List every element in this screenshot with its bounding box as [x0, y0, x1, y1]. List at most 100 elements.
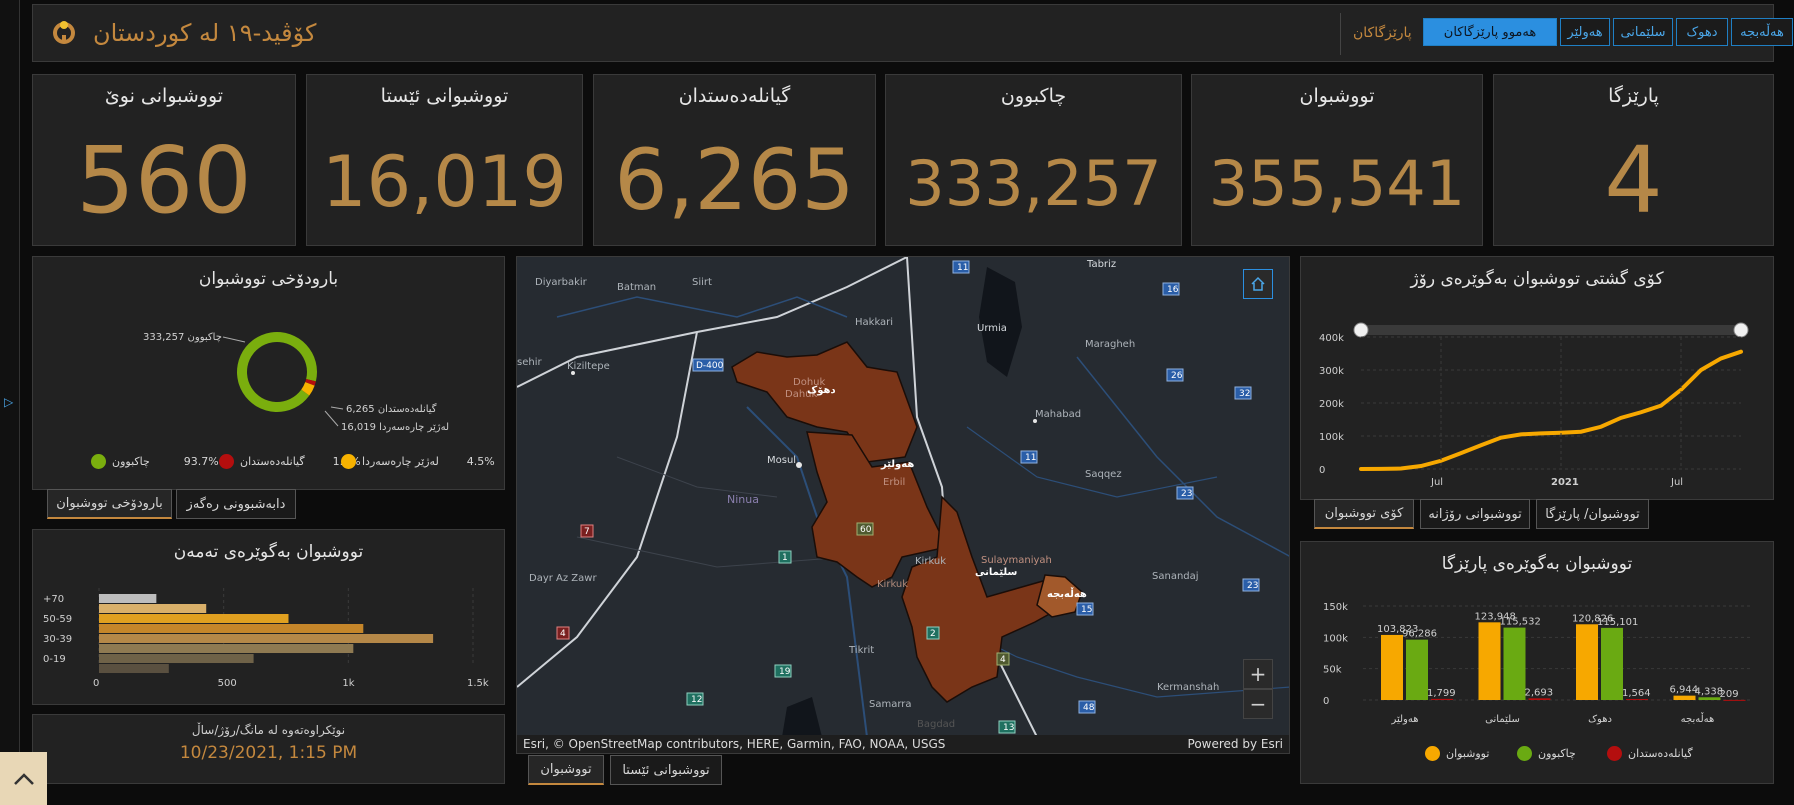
map-canvas[interactable]: Diyarbakir Batman Siirt Hakkari Tabriz U… — [517, 257, 1290, 738]
map-label-maragheh: Maragheh — [1085, 339, 1135, 350]
road-shield: 12 — [691, 695, 702, 705]
indicator-title: چاکبوون — [1000, 85, 1067, 107]
donut-slice[interactable] — [305, 378, 316, 386]
zoom-out-button[interactable]: − — [1243, 689, 1273, 719]
tab-map-active-cases[interactable]: تووشبوانی ئێستا — [610, 755, 722, 785]
indicator-title: تووشبوانی ئێستا — [380, 85, 509, 107]
last-updated-label: نوێکراوەتەوە لە مانگ/رۆژ/ساڵ — [191, 723, 346, 737]
age-bar[interactable] — [99, 604, 207, 613]
tab-map-cases[interactable]: تووشبوان — [528, 755, 604, 785]
page-title: کۆڤید-١٩ لە کوردستان — [93, 19, 317, 47]
panel-title: کۆی گشتی تووشبوان بەگوێرەی رۆژ — [1410, 269, 1664, 289]
province-bar[interactable] — [1673, 695, 1696, 700]
case-status-donut-chart: چاکبوون 333,257 6,265 گیانلەدەستدان 16,0… — [143, 332, 449, 433]
province-bar[interactable] — [1698, 697, 1721, 700]
age-bar[interactable] — [99, 654, 254, 663]
province-bar[interactable] — [1723, 699, 1746, 701]
x-tick-label: 2021 — [1551, 477, 1579, 488]
zoom-in-button[interactable]: + — [1243, 659, 1273, 689]
age-bar[interactable] — [99, 634, 434, 643]
bar-data-label: 115,101 — [1597, 617, 1638, 628]
province-bar[interactable] — [1478, 622, 1501, 700]
road-shield: 23 — [1247, 581, 1258, 591]
province-bar[interactable] — [1406, 639, 1428, 700]
powered-by-esri[interactable]: Powered by Esri — [1187, 737, 1283, 751]
tab-total-cases[interactable]: کۆی تووشبوان — [1314, 499, 1414, 529]
kurdistan-map[interactable]: Diyarbakir Batman Siirt Hakkari Tabriz U… — [516, 256, 1290, 754]
tab-case-status[interactable]: بارودۆخی تووشبوان — [47, 489, 172, 519]
x-tick-label: هەولێر — [1390, 714, 1418, 725]
scroll-up-button[interactable] — [0, 752, 47, 805]
map-label-erbil: Erbil — [883, 477, 905, 488]
y-tick-label: 50-59 — [43, 614, 72, 625]
range-slider-track[interactable] — [1361, 325, 1741, 335]
y-tick-label: 400k — [1319, 333, 1344, 344]
province-bar[interactable] — [1381, 634, 1403, 700]
age-bar[interactable] — [99, 664, 169, 673]
city-marker-mosul — [796, 462, 802, 468]
y-tick-label: 0 — [1319, 465, 1325, 476]
case-status-panel: بارودۆخی تووشبوان چاکبوون 333,257 6,265 … — [32, 256, 505, 490]
segment-duhok[interactable]: دهوک — [1676, 18, 1728, 46]
road-shield: 2 — [930, 629, 936, 639]
segment-erbil[interactable]: هەولێر — [1560, 18, 1610, 46]
map-label-siirt: Siirt — [692, 277, 712, 288]
indicator-value: 4 — [1604, 127, 1663, 234]
tab-gender-distribution[interactable]: دابەشبوونی رەگەز — [176, 489, 296, 519]
segment-sulaymaniyah[interactable]: سلێمانی — [1613, 18, 1673, 46]
tab-cases-per-province[interactable]: تووشبوان/ پارێزگا — [1536, 499, 1649, 529]
map-label-duhok-kurdish: دهۆک — [807, 385, 836, 396]
range-slider-handle[interactable] — [1353, 322, 1369, 338]
indicator-provinces: پارێزگا 4 — [1493, 74, 1774, 246]
province-bar[interactable] — [1576, 624, 1598, 700]
bar-data-label: 209 — [1720, 689, 1739, 700]
home-icon — [1251, 276, 1265, 291]
province-bar[interactable] — [1528, 698, 1551, 700]
map-label-ninua: Ninua — [727, 493, 759, 506]
age-bar-chart: 0 500 1k 1.5k +70 50-59 30-39 0-19 — [43, 588, 489, 689]
panel-title: بارودۆخی تووشبوان — [198, 269, 339, 289]
legend-deaths: گیانلەدەستدان — [1601, 746, 1693, 761]
legend-label: تووشبوان — [1446, 747, 1490, 760]
y-tick-label: 50k — [1323, 665, 1342, 676]
map-label-mahabad: Mahabad — [1035, 409, 1081, 420]
legend-label: لەژێر چارەسەردا — [362, 455, 439, 468]
legend-label: گیانلەدەستدان — [240, 455, 305, 468]
indicator-value: 355,541 — [1208, 147, 1466, 220]
panel-title: تووشبوان بەگوێرەی تەمەن — [173, 542, 364, 562]
expand-sidebar-icon[interactable]: ▷ — [4, 395, 14, 409]
age-bar[interactable] — [99, 614, 289, 623]
segment-halabja[interactable]: هەڵەبجە — [1731, 18, 1793, 46]
map-label-sanandaj: Sanandaj — [1152, 571, 1199, 582]
last-updated-value: 10/23/2021, 1:15 PM — [179, 743, 358, 763]
kurdistan-emblem-icon — [53, 21, 75, 44]
home-button[interactable] — [1243, 269, 1273, 299]
age-bar[interactable] — [99, 644, 354, 653]
y-tick-label: 150k — [1323, 602, 1348, 613]
donut-slice[interactable] — [237, 332, 317, 412]
segment-all-provinces[interactable]: هەموو پارێزگاکان — [1423, 18, 1557, 46]
legend-recovered: چاکبوون 93.7% — [85, 454, 219, 469]
map-label-sehir: sehir — [517, 357, 542, 368]
cumulative-cases-panel: کۆی گشتی تووشبوان بەگوێرەی رۆژ 0 100k 200k… — [1300, 256, 1774, 500]
map-label-urmia: Urmia — [977, 323, 1007, 334]
cumulative-line[interactable] — [1359, 349, 1743, 471]
attribution-text[interactable]: Esri, © OpenStreetMap contributors, HERE… — [523, 737, 946, 751]
province-bar[interactable] — [1601, 627, 1623, 700]
age-bar[interactable] — [99, 594, 157, 603]
road-shield: 19 — [779, 667, 791, 677]
legend-pct: 4.5% — [466, 455, 495, 468]
province-bar[interactable] — [1431, 698, 1453, 700]
x-tick-label: دهوک — [1588, 714, 1612, 725]
tab-daily-cases[interactable]: تووشبوانی رۆژانە — [1420, 499, 1530, 529]
indicator-total-cases: تووشبوان 355,541 — [1191, 74, 1483, 246]
province-bar[interactable] — [1626, 699, 1648, 701]
donut-slice[interactable] — [301, 382, 315, 396]
map-label-tikrit: Tikrit — [848, 645, 874, 656]
province-bar[interactable] — [1503, 627, 1526, 700]
age-bar[interactable] — [99, 624, 364, 633]
range-slider-handle[interactable] — [1733, 322, 1749, 338]
bar-data-label: 123,948 — [1475, 611, 1516, 622]
map-label-kirkuk: Kirkuk — [915, 556, 946, 567]
